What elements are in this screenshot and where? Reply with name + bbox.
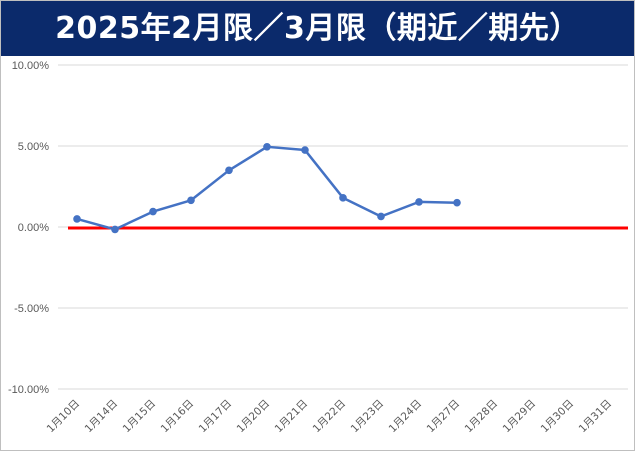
data-point <box>453 198 461 207</box>
x-tick-label: 1月15日 <box>121 398 159 436</box>
data-point <box>415 198 423 206</box>
title-banner: 2025年2月限／3月限（期近／期先） <box>1 1 634 56</box>
x-tick-label: 1月20日 <box>235 398 273 436</box>
x-tick-label: 1月28日 <box>463 398 501 436</box>
y-tick-label: -10.00% <box>8 384 49 396</box>
data-point <box>73 215 81 223</box>
x-tick-label: 1月14日 <box>83 398 121 436</box>
x-tick-label: 1月16日 <box>159 398 197 436</box>
x-tick-label: 1月24日 <box>387 398 425 436</box>
x-tick-label: 1月31日 <box>577 398 615 436</box>
x-tick-label: 1月22日 <box>311 398 349 436</box>
x-tick-label: 1月21日 <box>273 398 311 436</box>
x-tick-label: 1月23日 <box>349 398 387 436</box>
data-point <box>339 194 347 202</box>
y-tick-label: 10.00% <box>12 60 50 72</box>
data-point <box>301 146 309 154</box>
y-tick-label: -5.00% <box>14 303 49 315</box>
data-point <box>377 212 385 221</box>
x-tick-label: 1月30日 <box>539 398 577 436</box>
data-point <box>187 196 195 205</box>
series-line <box>76 145 458 231</box>
data-point <box>263 143 271 151</box>
data-point <box>149 207 157 216</box>
chart-title: 2025年2月限／3月限（期近／期先） <box>55 11 580 46</box>
x-tick-label: 1月17日 <box>197 398 235 436</box>
y-tick-label: 5.00% <box>18 141 49 153</box>
data-point <box>225 166 233 175</box>
y-tick-label: 0.00% <box>18 222 49 234</box>
data-point <box>111 225 119 234</box>
x-tick-label: 1月27日 <box>425 398 463 436</box>
x-tick-label: 1月10日 <box>45 398 83 436</box>
x-tick-label: 1月29日 <box>501 398 539 436</box>
